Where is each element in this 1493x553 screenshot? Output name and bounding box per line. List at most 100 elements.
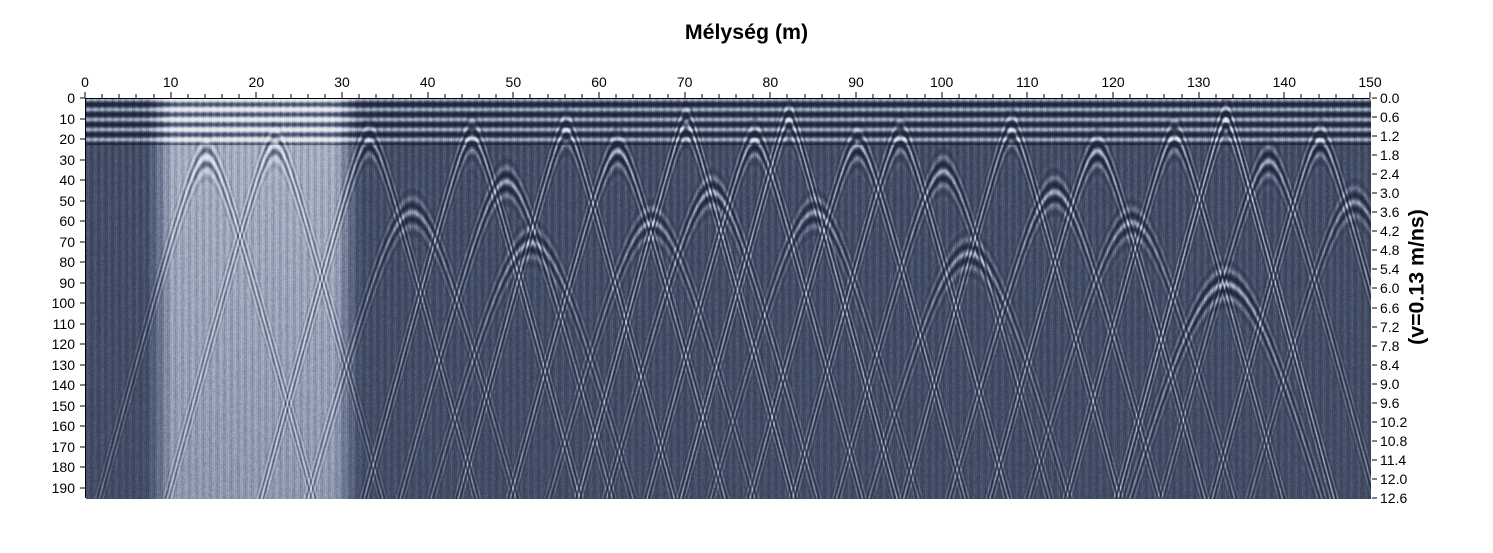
y-right-tick-label: 12.6 <box>1380 490 1407 506</box>
y-left-tick-label: 100 <box>52 295 75 311</box>
x-minor-tick-mark <box>975 94 976 98</box>
x-minor-tick-mark <box>359 94 360 98</box>
x-minor-tick-mark <box>1130 94 1131 98</box>
x-minor-tick-mark <box>1061 94 1062 98</box>
x-tick-mark <box>513 92 514 98</box>
y-left-tick-label: 140 <box>52 377 75 393</box>
y-right-tick-label: 6.0 <box>1380 280 1399 296</box>
y-right-tick-mark <box>1372 212 1377 213</box>
x-minor-tick-mark <box>1215 94 1216 98</box>
y-right-tick-label: 3.6 <box>1380 204 1399 220</box>
y-right-tick-mark <box>1372 402 1377 403</box>
x-minor-tick-mark <box>787 94 788 98</box>
x-tick-label: 40 <box>420 74 436 90</box>
y-left-tick-label: 20 <box>59 131 75 147</box>
x-minor-tick-mark <box>821 94 822 98</box>
x-minor-tick-mark <box>324 94 325 98</box>
x-tick-mark <box>342 92 343 98</box>
y-left-tick-label: 130 <box>52 357 75 373</box>
y-right-tick-mark <box>1372 459 1377 460</box>
x-minor-tick-mark <box>136 94 137 98</box>
x-tick-label: 120 <box>1101 74 1124 90</box>
y-right-tick-mark <box>1372 193 1377 194</box>
x-minor-tick-mark <box>1095 94 1096 98</box>
y-right-tick-mark <box>1372 288 1377 289</box>
x-tick-label: 70 <box>677 74 693 90</box>
y-left-tick-label: 180 <box>52 459 75 475</box>
y-left-tick-label: 60 <box>59 213 75 229</box>
x-minor-tick-mark <box>958 94 959 98</box>
y-right-tick-mark <box>1372 421 1377 422</box>
x-tick-label: 100 <box>930 74 953 90</box>
x-minor-tick-mark <box>307 94 308 98</box>
y-left-tick-label: 50 <box>59 193 75 209</box>
x-tick-mark <box>427 92 428 98</box>
x-minor-tick-mark <box>753 94 754 98</box>
x-minor-tick-mark <box>804 94 805 98</box>
y-right-tick-label: 1.2 <box>1380 128 1399 144</box>
x-tick-label: 90 <box>848 74 864 90</box>
y-left-tick-label: 70 <box>59 234 75 250</box>
y-left-axis-ticks: 0102030405060708090100110120130140150160… <box>43 98 83 498</box>
radargram-image <box>86 99 1371 499</box>
y-right-tick-mark <box>1372 231 1377 232</box>
x-minor-tick-mark <box>530 94 531 98</box>
y-left-tick-mark <box>80 180 85 181</box>
y-left-tick-mark <box>80 98 85 99</box>
x-tick-label: 150 <box>1358 74 1381 90</box>
y-right-tick-label: 0.6 <box>1380 109 1399 125</box>
x-tick-mark <box>1113 92 1114 98</box>
y-left-tick-label: 0 <box>67 90 75 106</box>
x-minor-tick-mark <box>393 94 394 98</box>
x-minor-tick-mark <box>1044 94 1045 98</box>
y-right-tick-label: 4.2 <box>1380 223 1399 239</box>
x-minor-tick-mark <box>564 94 565 98</box>
y-left-tick-mark <box>80 139 85 140</box>
x-minor-tick-mark <box>890 94 891 98</box>
y-left-tick-label: 110 <box>53 316 75 332</box>
x-tick-mark <box>256 92 257 98</box>
y-left-tick-mark <box>80 487 85 488</box>
x-minor-tick-mark <box>1164 94 1165 98</box>
x-axis-title: Mélység (m) <box>0 20 1493 45</box>
y-left-tick-label: 30 <box>59 152 75 168</box>
plot-area <box>85 98 1370 498</box>
x-tick-label: 0 <box>81 74 89 90</box>
x-minor-tick-mark <box>736 94 737 98</box>
y-right-tick-mark <box>1372 383 1377 384</box>
x-minor-tick-mark <box>838 94 839 98</box>
y-right-tick-mark <box>1372 136 1377 137</box>
y-left-tick-label: 40 <box>59 172 75 188</box>
x-minor-tick-mark <box>290 94 291 98</box>
x-minor-tick-mark <box>496 94 497 98</box>
y-right-tick-label: 6.6 <box>1380 300 1399 316</box>
x-minor-tick-mark <box>153 94 154 98</box>
x-minor-tick-mark <box>410 94 411 98</box>
x-tick-mark <box>1370 92 1371 98</box>
y-right-tick-label: 8.4 <box>1380 357 1399 373</box>
x-minor-tick-mark <box>1318 94 1319 98</box>
x-tick-label: 140 <box>1273 74 1296 90</box>
y-right-tick-label: 3.0 <box>1380 185 1399 201</box>
y-left-tick-mark <box>80 282 85 283</box>
x-tick-mark <box>1284 92 1285 98</box>
y-right-tick-label: 10.8 <box>1380 433 1407 449</box>
x-tick-label: 60 <box>591 74 607 90</box>
x-tick-mark <box>770 92 771 98</box>
y-right-tick-mark <box>1372 307 1377 308</box>
x-minor-tick-mark <box>547 94 548 98</box>
x-minor-tick-mark <box>1267 94 1268 98</box>
x-minor-tick-mark <box>1232 94 1233 98</box>
y-right-tick-mark <box>1372 326 1377 327</box>
y-left-tick-label: 90 <box>59 275 75 291</box>
y-left-tick-mark <box>80 405 85 406</box>
y-right-tick-mark <box>1372 345 1377 346</box>
y-right-tick-label: 9.0 <box>1380 376 1399 392</box>
x-minor-tick-mark <box>701 94 702 98</box>
x-minor-tick-mark <box>633 94 634 98</box>
y-right-tick-mark <box>1372 498 1377 499</box>
x-minor-tick-mark <box>1250 94 1251 98</box>
y-left-tick-mark <box>80 364 85 365</box>
y-right-tick-label: 2.4 <box>1380 166 1399 182</box>
y-right-tick-label: 10.2 <box>1380 414 1407 430</box>
